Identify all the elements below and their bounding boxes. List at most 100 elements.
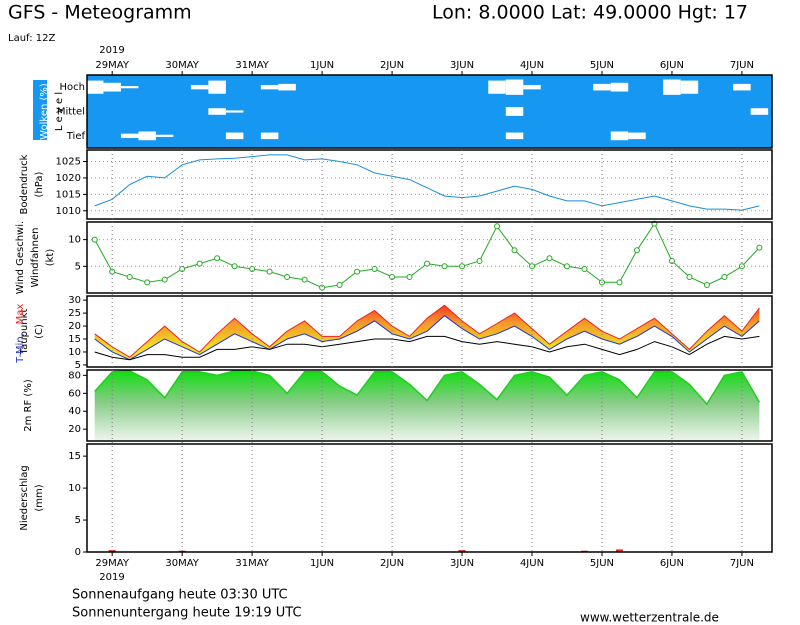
cloud-block: [505, 132, 524, 140]
x-tick-label: 4JUN: [520, 60, 544, 71]
point: [476, 257, 483, 264]
panel-border: [86, 74, 773, 149]
point: [126, 273, 133, 280]
cloud-block: [750, 108, 769, 115]
panel: [87, 444, 772, 552]
point: [301, 276, 308, 283]
cloud-block: [225, 110, 244, 113]
cloud-block: [610, 131, 629, 141]
panel-border: [86, 443, 773, 553]
x-tick-label: 6JUN: [660, 60, 684, 71]
label-box: [33, 80, 47, 140]
y-tick-label: 1015: [56, 189, 81, 200]
cloud-level-label: Tief: [66, 131, 86, 142]
point: [91, 236, 98, 243]
point: [756, 244, 763, 251]
x-tick-label: 3JUN: [450, 558, 474, 569]
cloud-block: [488, 80, 506, 94]
point: [371, 265, 378, 272]
cloud-block: [278, 83, 296, 91]
x-tick-label: 30MAY: [165, 558, 199, 569]
point: [109, 268, 116, 275]
y-tick-label: 20: [68, 321, 81, 332]
panel-border: [86, 149, 773, 220]
x-tick-label: 29MAY: [95, 60, 129, 71]
y-tick-label: 1020: [56, 173, 81, 184]
point: [196, 260, 203, 267]
point: [616, 279, 623, 286]
cloud-level-label: Mittel: [57, 107, 85, 118]
point: [633, 247, 640, 254]
y-axis-label: (C): [34, 324, 45, 339]
cloud-block: [85, 80, 104, 94]
y-axis-label: Wolken (%): [39, 83, 50, 140]
y-axis-label: (kt): [45, 249, 56, 267]
y-tick-label: 20: [68, 424, 81, 435]
bar: [458, 550, 466, 552]
bar: [615, 549, 623, 552]
point: [406, 273, 413, 280]
y-tick-label: 10: [68, 347, 81, 358]
y-axis-label: Wind Geschwi.: [15, 221, 26, 294]
point: [686, 273, 693, 280]
panel: [87, 150, 772, 219]
x-tick-label: 6JUN: [660, 558, 684, 569]
y-axis-label: (hPa): [34, 171, 45, 197]
title: GFS - Meteogramm: [8, 2, 192, 24]
area: [94, 370, 760, 441]
point: [266, 268, 273, 275]
cloud-block: [680, 80, 699, 94]
temp-band: [94, 305, 760, 360]
x-tick-label: 3JUN: [450, 60, 474, 71]
point: [284, 273, 291, 280]
x-tick-label: 1JUN: [310, 558, 334, 569]
y-tick-label: 15: [68, 451, 81, 462]
y-axis-label: Taupunkt: [19, 309, 30, 356]
x-tick-label: 7JUN: [730, 60, 754, 71]
cloud-block: [155, 134, 174, 137]
cloud-block: [505, 107, 524, 116]
cloud-block: [733, 83, 751, 91]
y-axis-label: Windfahnen: [30, 228, 41, 288]
series-line: [94, 154, 760, 211]
x-tick-label: 7JUN: [730, 558, 754, 569]
y-tick-label: 15: [68, 334, 81, 345]
cloud-block: [260, 84, 279, 90]
x-tick-label: 30MAY: [165, 60, 199, 71]
bar: [108, 550, 116, 552]
point: [144, 279, 151, 286]
y-tick-label: 5: [75, 261, 81, 272]
y-tick-label: 5: [75, 515, 81, 526]
panel: [87, 296, 772, 367]
cloud-block: [190, 84, 209, 90]
series-line: [94, 315, 760, 361]
cloud-block: [663, 79, 681, 95]
x-tick-label: 31MAY: [235, 60, 269, 71]
point: [319, 284, 326, 291]
x-tick-label: 29MAY: [95, 558, 129, 569]
cloud-block: [103, 82, 121, 92]
panel-border: [86, 369, 773, 442]
y-axis-label: L e v e l: [54, 92, 65, 131]
y-tick-label: 5: [75, 360, 81, 371]
series-line: [94, 304, 760, 358]
point: [546, 255, 553, 262]
y-axis-label: Bodendruck: [19, 154, 30, 214]
point: [161, 276, 168, 283]
year-top: 2019: [99, 45, 124, 56]
point: [563, 263, 570, 270]
area-edge: [94, 370, 761, 406]
point: [511, 247, 518, 254]
legend-entry: T-Min,: [15, 333, 26, 364]
y-axis-label: 2m RF (%): [23, 379, 34, 432]
point: [581, 265, 588, 272]
y-tick-label: 10: [68, 235, 81, 246]
sunset: Sonnenuntergang heute 19:19 UTC: [72, 606, 302, 621]
panel-border: [86, 221, 773, 294]
y-tick-label: 1010: [56, 206, 81, 217]
location: Lon: 8.0000 Lat: 49.0000 Hgt: 17: [432, 2, 748, 24]
year-bottom: 2019: [99, 572, 124, 583]
point: [214, 255, 221, 262]
y-tick-label: 0: [75, 547, 81, 558]
